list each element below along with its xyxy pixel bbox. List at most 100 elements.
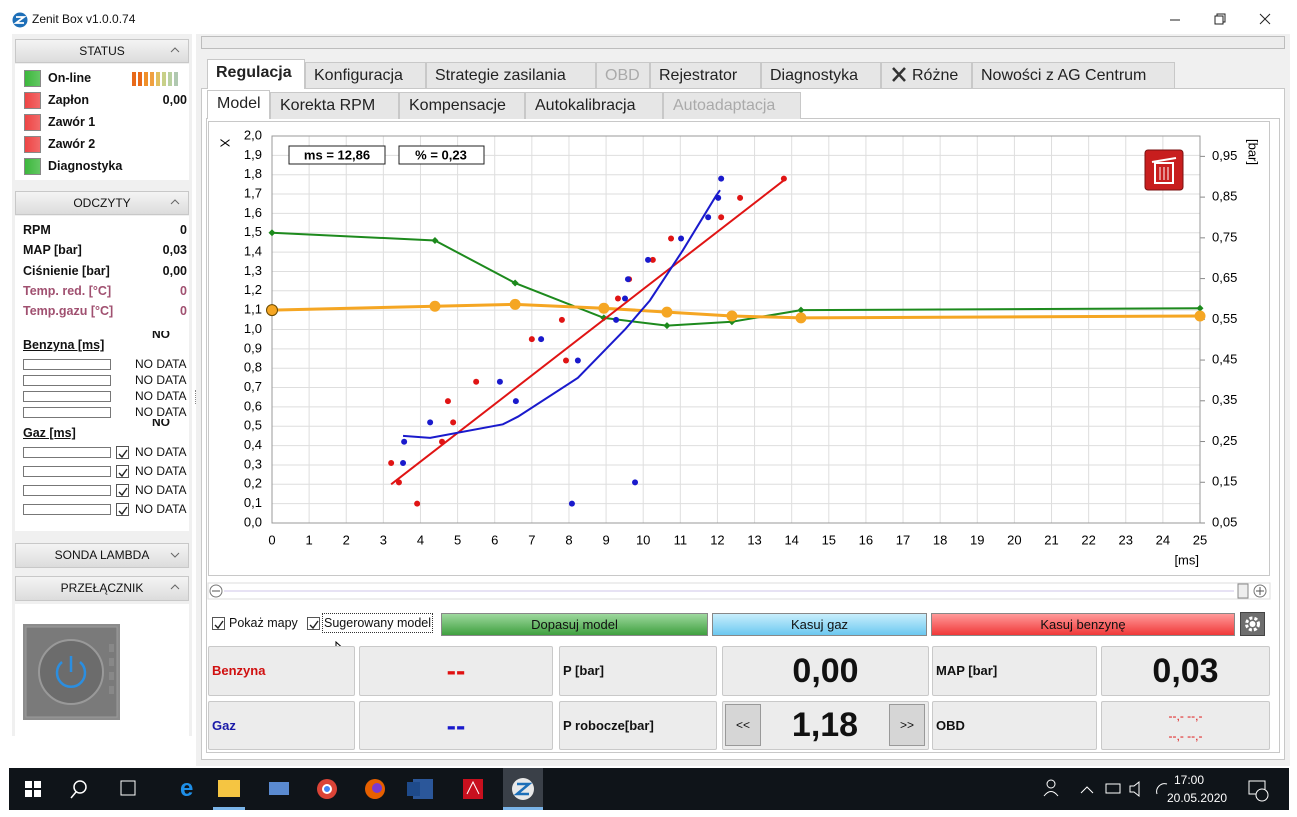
status-indicator bbox=[24, 158, 41, 175]
marker bbox=[414, 500, 421, 507]
settings-button[interactable] bbox=[1240, 612, 1265, 636]
gas-value: -- bbox=[359, 701, 553, 750]
status-indicator bbox=[24, 114, 41, 131]
y2-tick-label: 0,95 bbox=[1212, 148, 1237, 163]
y-tick-label: 1,2 bbox=[244, 282, 262, 297]
x-tick-label: 8 bbox=[565, 532, 572, 547]
left-panel: STATUS On-line Zapłon 0,00 Zawór 1 Zawór 2 Di… bbox=[12, 34, 192, 736]
taskbar: e 17:00 20.05.2020 bbox=[9, 768, 1289, 810]
y-tick-label: 1,7 bbox=[244, 185, 262, 200]
checkbox[interactable] bbox=[116, 484, 129, 497]
reading-label: RPM bbox=[23, 223, 51, 237]
x-tick-label: 0 bbox=[268, 532, 275, 547]
lambda-header[interactable]: SONDA LAMBDA bbox=[15, 543, 189, 568]
app-icon bbox=[12, 12, 28, 28]
petrol-value: -- bbox=[359, 646, 553, 696]
notifications[interactable] bbox=[1247, 778, 1271, 802]
obd-cell: --,- --,- --,- --,- bbox=[1101, 701, 1270, 750]
checkbox[interactable] bbox=[116, 503, 129, 516]
check bbox=[118, 468, 128, 478]
marker bbox=[558, 316, 565, 323]
increase-button[interactable]: >> bbox=[889, 704, 925, 746]
subtab[interactable]: Korekta RPM bbox=[270, 92, 399, 119]
zoom-slider[interactable] bbox=[207, 582, 1271, 600]
checkbox[interactable] bbox=[116, 465, 129, 478]
tools-icon bbox=[892, 67, 906, 82]
status-indicator bbox=[24, 136, 41, 153]
y-tick-label: 1,8 bbox=[244, 166, 262, 181]
chevron bbox=[170, 47, 180, 53]
y2-tick-label: 0,15 bbox=[1212, 474, 1237, 489]
x-tick-label: 10 bbox=[636, 532, 650, 547]
y-tick-label: 1,1 bbox=[244, 302, 262, 317]
marker bbox=[509, 298, 521, 310]
injector-value: NO DATA bbox=[135, 502, 187, 516]
injector-value: NO DATA bbox=[135, 445, 187, 459]
subtab[interactable]: Autoadaptacja bbox=[663, 92, 801, 119]
window-controls[interactable] bbox=[1160, 10, 1280, 30]
y-tick-label: 1,6 bbox=[244, 205, 262, 220]
clear-petrol-button[interactable]: Kasuj benzynę bbox=[931, 613, 1235, 636]
ms-box bbox=[288, 145, 386, 165]
clear-gas-button[interactable]: Kasuj gaz bbox=[712, 613, 927, 636]
plot-area bbox=[271, 135, 1201, 524]
reading-label: Temp.gazu [°C] bbox=[23, 304, 114, 319]
y-axis-label: X bbox=[218, 139, 233, 148]
status-label: Zawór 1 bbox=[48, 115, 96, 129]
fit-model-button[interactable]: Dopasuj model bbox=[441, 613, 708, 636]
map-value: 0,03 bbox=[1101, 646, 1270, 696]
subtab[interactable]: Model bbox=[207, 90, 270, 119]
tab[interactable]: OBD bbox=[596, 62, 650, 88]
tab[interactable]: Strategie zasilania bbox=[426, 62, 596, 88]
status-label: Diagnostyka bbox=[48, 159, 123, 173]
marker bbox=[718, 175, 725, 182]
checkbox-label[interactable]: Sugerowany model bbox=[322, 613, 434, 633]
tab-label: Rejestrator bbox=[659, 67, 738, 84]
switch-header[interactable]: PRZEŁĄCZNIK bbox=[15, 576, 189, 601]
readings-header[interactable]: ODCZYTY bbox=[15, 191, 189, 215]
x-tick-label: 25 bbox=[1193, 532, 1207, 547]
x-tick-label: 20 bbox=[1007, 532, 1021, 547]
checkbox[interactable] bbox=[116, 446, 129, 459]
y-tick-label: 1,4 bbox=[244, 244, 262, 259]
series-line bbox=[402, 189, 721, 439]
tab-label: Nowości z AG Centrum bbox=[981, 67, 1147, 84]
section-title: STATUS bbox=[79, 44, 125, 58]
y-tick-label: 0,3 bbox=[244, 456, 262, 471]
checkbox-label[interactable]: Pokaż mapy bbox=[229, 616, 298, 630]
tab[interactable]: Różne bbox=[881, 62, 972, 88]
checkbox[interactable] bbox=[212, 617, 225, 630]
tab[interactable]: Diagnostyka bbox=[761, 62, 881, 88]
tab[interactable]: Nowości z AG Centrum bbox=[972, 62, 1175, 88]
tab[interactable]: Konfiguracja bbox=[305, 62, 426, 88]
x-axis-label: [ms] bbox=[1174, 552, 1199, 567]
taskbar-icons[interactable]: e bbox=[9, 768, 569, 810]
obd-label: OBD bbox=[932, 701, 1097, 750]
reading-value: 0,03 bbox=[162, 243, 187, 258]
marker bbox=[668, 235, 675, 242]
tab[interactable]: Regulacja bbox=[207, 59, 305, 89]
edge-icon: e bbox=[180, 775, 193, 802]
switch-button[interactable] bbox=[23, 624, 120, 720]
marker bbox=[444, 398, 451, 405]
reading-value: 0 bbox=[180, 223, 187, 237]
tray-icons[interactable] bbox=[1039, 768, 1199, 810]
subtab[interactable]: Kompensacje bbox=[399, 92, 525, 119]
tab[interactable]: Rejestrator bbox=[650, 62, 761, 88]
injector-bar bbox=[23, 375, 111, 386]
reading-label: MAP [bar] bbox=[23, 243, 82, 258]
delete-button[interactable] bbox=[1144, 149, 1184, 191]
section-title: PRZEŁĄCZNIK bbox=[60, 581, 144, 595]
splitter[interactable] bbox=[195, 390, 198, 404]
checkbox[interactable] bbox=[307, 617, 320, 630]
status-header[interactable]: STATUS bbox=[15, 39, 189, 63]
y-tick-label: 0,7 bbox=[244, 379, 262, 394]
injector-bar bbox=[23, 485, 111, 496]
y2-tick-label: 0,55 bbox=[1212, 311, 1237, 326]
decrease-button[interactable]: << bbox=[725, 704, 761, 746]
subtab[interactable]: Autokalibracja bbox=[525, 92, 663, 119]
marker bbox=[715, 194, 722, 201]
y-tick-label: 1,5 bbox=[244, 224, 262, 239]
y-tick-label: 1,3 bbox=[244, 263, 262, 278]
